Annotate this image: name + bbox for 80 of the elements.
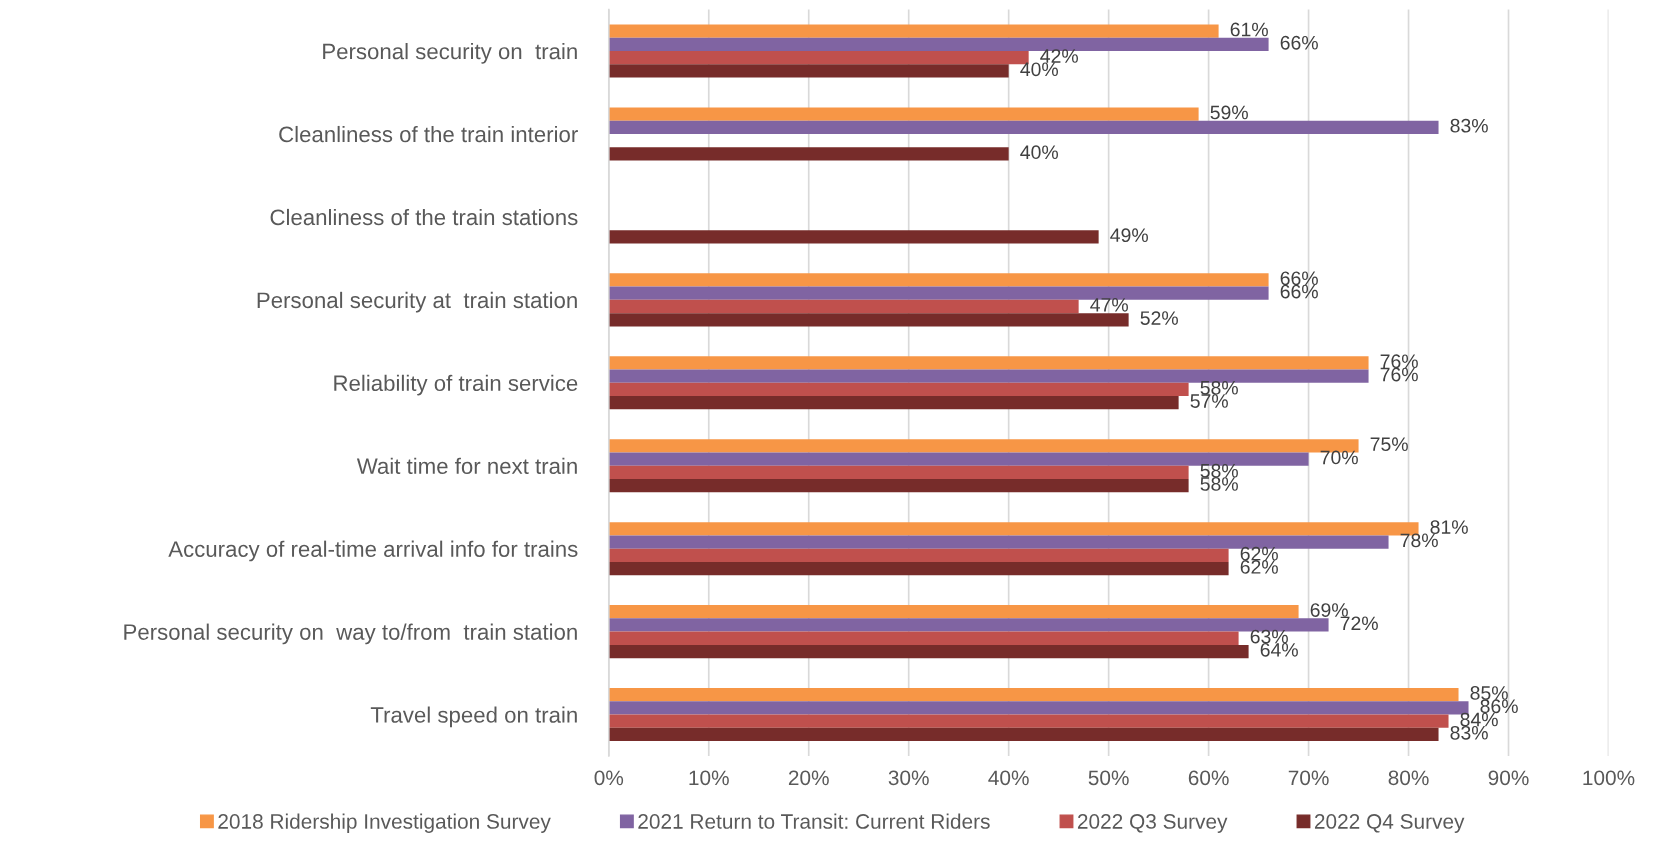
y-tick-label: Cleanliness of the train stations	[270, 208, 578, 226]
data-label: 57%	[1190, 394, 1228, 408]
y-tick-label: Wait time for next train	[356, 457, 577, 475]
bar	[608, 396, 1179, 410]
legend-label: 2018 Ridership Investigation Survey	[218, 813, 551, 833]
bar	[608, 561, 1229, 576]
data-label: 58%	[1200, 380, 1238, 395]
bar	[608, 64, 1009, 78]
bar	[608, 356, 1369, 370]
data-label: 66%	[1280, 35, 1318, 50]
data-label: 62%	[1240, 560, 1278, 574]
data-label: 62%	[1240, 546, 1278, 561]
bar	[608, 714, 1449, 728]
data-label: 69%	[1310, 603, 1348, 617]
data-label: 64%	[1260, 642, 1298, 657]
data-label: 83%	[1450, 118, 1488, 133]
y-tick-label: Travel speed on train	[370, 706, 577, 728]
data-label: 63%	[1250, 629, 1288, 644]
bar	[608, 107, 1199, 121]
bar	[608, 286, 1269, 300]
data-label: 76%	[1380, 367, 1418, 382]
data-label: 58%	[1200, 463, 1238, 478]
data-label: 40%	[1020, 145, 1058, 160]
bar	[608, 369, 1369, 383]
bar	[608, 313, 1129, 327]
y-tick-label: Accuracy of real-time arrival info for trains	[168, 540, 578, 562]
bar	[608, 605, 1299, 619]
data-label: 42%	[1040, 49, 1078, 63]
data-label: 86%	[1480, 699, 1518, 714]
data-label: 75%	[1370, 437, 1408, 452]
bar	[608, 273, 1269, 287]
data-label: 47%	[1090, 298, 1128, 312]
data-label: 58%	[1200, 477, 1238, 491]
bar	[608, 688, 1459, 702]
bar	[608, 147, 1009, 161]
x-tick-label: 10%	[689, 770, 729, 786]
y-tick-label: Reliability of train service	[334, 374, 578, 396]
x-tick-label: 60%	[1188, 770, 1229, 786]
x-tick-label: 30%	[888, 770, 929, 786]
data-label: 76%	[1380, 354, 1418, 369]
data-label: 72%	[1340, 616, 1378, 631]
data-label: 83%	[1450, 725, 1488, 740]
bar	[608, 230, 1099, 244]
bar	[608, 479, 1189, 493]
data-label: 49%	[1110, 228, 1148, 243]
data-label: 70%	[1320, 450, 1358, 465]
x-tick-label: 80%	[1388, 770, 1429, 786]
legend-label: 2022 Q4 Survey	[1314, 814, 1465, 833]
data-label: 85%	[1470, 686, 1508, 700]
x-tick-label: 50%	[1088, 770, 1129, 786]
bar	[608, 727, 1439, 742]
data-label: 84%	[1460, 712, 1498, 727]
x-tick-label: 100%	[1583, 770, 1635, 786]
data-label: 81%	[1430, 520, 1468, 534]
legend-label: 2021 Return to Transit: Current Riders	[638, 813, 990, 829]
data-label: 40%	[1020, 62, 1058, 77]
bar	[608, 631, 1239, 645]
y-tick-label: Personal security on train	[323, 43, 577, 64]
x-tick-label: 90%	[1488, 770, 1529, 786]
legend-label: 2022 Q3 Survey	[1077, 814, 1228, 833]
data-label: 61%	[1230, 22, 1268, 37]
data-label: 59%	[1210, 105, 1248, 120]
data-label: 66%	[1280, 284, 1318, 299]
y-tick-label: Personal security at train station	[257, 291, 577, 313]
x-tick-label: 70%	[1288, 770, 1329, 786]
x-tick-label: 0%	[594, 770, 624, 786]
bar	[608, 299, 1079, 314]
data-label: 66%	[1280, 271, 1318, 286]
bar	[608, 24, 1219, 38]
x-tick-label: 40%	[988, 770, 1029, 786]
data-label: 52%	[1140, 311, 1178, 325]
bar	[608, 382, 1189, 397]
bar	[608, 644, 1249, 659]
x-tick-label: 20%	[788, 770, 829, 786]
y-tick-label: Personal security on way to/from train station	[124, 623, 577, 645]
bar	[608, 548, 1229, 562]
y-tick-label: Cleanliness of the train interior	[279, 125, 578, 143]
bar	[608, 120, 1439, 134]
bar	[608, 465, 1189, 480]
data-label: 78%	[1400, 533, 1438, 548]
